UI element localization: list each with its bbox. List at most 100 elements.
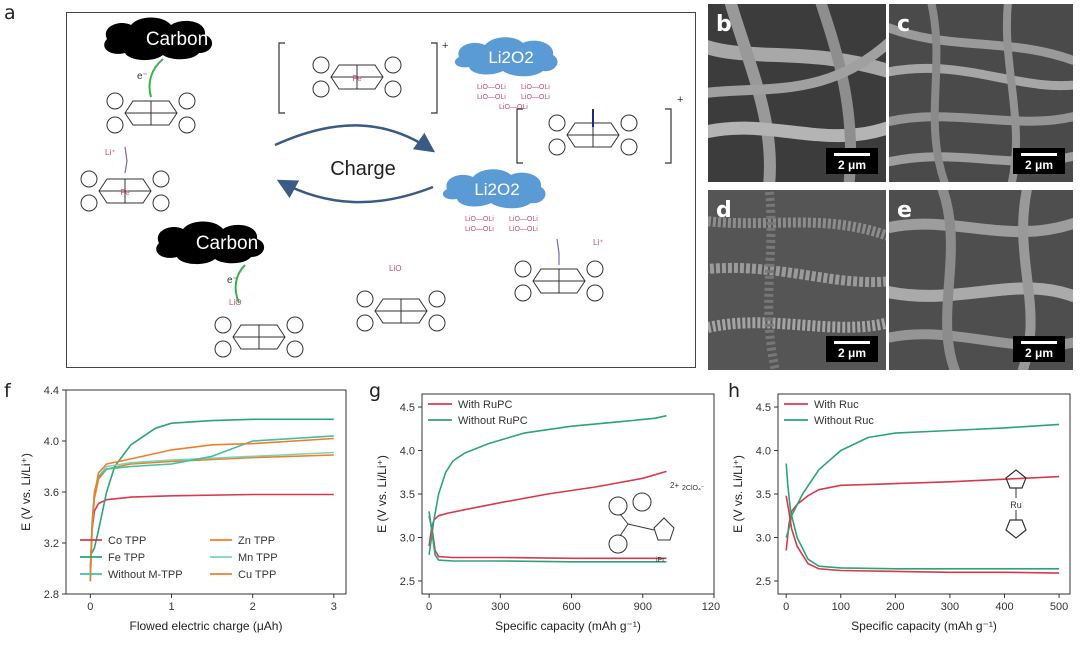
svg-text:LiO—OLi: LiO—OLi bbox=[477, 94, 506, 101]
svg-text:LiO—OLi: LiO—OLi bbox=[509, 216, 538, 223]
sem-image-e: e 2 μm bbox=[889, 190, 1073, 370]
x-tick-label-f: 2 bbox=[250, 601, 256, 613]
schematic-svg: Carbon e⁻ Fe + Li2O2 LiO—OLi LiO—OLi LiO… bbox=[80, 17, 683, 358]
plus-label-right: + bbox=[677, 94, 683, 106]
y-tick-label-h: 3.0 bbox=[756, 532, 771, 544]
y-tick-label-f: 3.6 bbox=[44, 487, 59, 499]
y-tick-label-h: 3.5 bbox=[756, 489, 771, 501]
chart-h: 0 100 200 300 400 500 2.5 3.0 3.5 4.0 4.5 Specific … bbox=[731, 393, 1071, 633]
legend-label-f: Mn TPP bbox=[238, 552, 278, 564]
sem-image-c: c 2 μm bbox=[889, 4, 1073, 182]
series-line-f-2 bbox=[89, 418, 334, 557]
substituent-label: iPr bbox=[656, 557, 665, 564]
y-tick-label-g: 4.5 bbox=[400, 402, 415, 414]
y-tick-label-g: 2.5 bbox=[400, 576, 415, 588]
y-tick-label-f: 3.2 bbox=[44, 538, 59, 550]
lio-label-bottom-left: LiO bbox=[229, 298, 241, 307]
legend-label-f: Without M-TPP bbox=[108, 569, 183, 581]
li-ion-label-left: Li⁺ bbox=[105, 148, 115, 157]
fe-label-left: Fe bbox=[120, 188, 130, 197]
li2o2-label-top: Li2O2 bbox=[488, 48, 533, 67]
panel-letter-a: a bbox=[4, 2, 16, 24]
phthalocyanine-right bbox=[514, 260, 604, 302]
sem-letter-c: c bbox=[897, 12, 911, 37]
svg-text:LiO—OLi: LiO—OLi bbox=[465, 216, 494, 223]
bracket-molecule-right: + bbox=[516, 94, 683, 164]
y-axis-label-h: E (V vs. Li/Li⁺) bbox=[731, 455, 745, 533]
carbon-label-top: Carbon bbox=[146, 29, 208, 50]
x-tick-label-f: 3 bbox=[331, 601, 337, 613]
carbon-cloud-top: Carbon bbox=[104, 17, 213, 61]
mechanism-schematic: Carbon e⁻ Fe + Li2O2 LiO—OLi LiO—OLi LiO… bbox=[66, 12, 696, 368]
lio-oli-stack-bottom: LiO—OLi LiO—OLi LiO—OLi LiO—OLi bbox=[465, 216, 538, 233]
scale-bar-e: 2 μm bbox=[1013, 336, 1065, 362]
y-axis-label-g: E (V vs. Li/Li⁺) bbox=[375, 455, 389, 533]
counterion-label: 2ClO₄⁻ bbox=[682, 485, 705, 492]
legend-label-f: Fe TPP bbox=[108, 552, 145, 564]
legend-label-g: Without RuPC bbox=[458, 415, 528, 427]
panel-letter-h: h bbox=[728, 380, 741, 402]
sem-image-d: d 2 μm bbox=[708, 190, 886, 370]
series-line-g-1 bbox=[428, 414, 667, 556]
scale-bar-b: 2 μm bbox=[826, 148, 878, 174]
series-line-f-5 bbox=[89, 437, 334, 582]
series-line-h-2 bbox=[785, 495, 1060, 574]
x-tick-label-g: 0 bbox=[426, 601, 432, 613]
lio-label-bottom-middle: LiO bbox=[389, 264, 401, 273]
sem-letter-b: b bbox=[716, 12, 732, 37]
x-tick-label-g: 1200 bbox=[702, 601, 720, 613]
panel-letter-f: f bbox=[4, 380, 11, 402]
series-line-h-0 bbox=[785, 475, 1060, 551]
y-tick-label-f: 2.8 bbox=[44, 589, 59, 601]
x-tick-label-f: 0 bbox=[87, 601, 93, 613]
x-axis-label-f: Flowed electric charge (μAh) bbox=[130, 619, 283, 633]
y-tick-label-g: 3.0 bbox=[400, 532, 415, 544]
legend-label-f: Zn TPP bbox=[238, 535, 275, 547]
x-tick-label-f: 1 bbox=[168, 601, 174, 613]
x-tick-label-h: 500 bbox=[1050, 601, 1068, 613]
li2o2-cloud-top: Li2O2 bbox=[454, 37, 558, 77]
o2-bond-left bbox=[124, 146, 128, 174]
svg-text:LiO—OLi: LiO—OLi bbox=[465, 226, 494, 233]
legend-label-h: With Ruc bbox=[814, 399, 859, 411]
phthalocyanine-bottom-left bbox=[214, 316, 304, 358]
ru-complex-structure: 2+ 2ClO₄⁻ iPr bbox=[608, 481, 705, 564]
electron-path-bottom bbox=[234, 264, 246, 304]
x-tick-label-h: 0 bbox=[783, 601, 789, 613]
scale-bar-c: 2 μm bbox=[1013, 148, 1065, 174]
sem-letter-e: e bbox=[897, 198, 912, 223]
electron-label-top: e⁻ bbox=[137, 71, 148, 82]
charge-arrow-reverse bbox=[276, 179, 434, 204]
y-tick-label-f: 4.4 bbox=[44, 385, 59, 397]
series-line-g-3 bbox=[428, 511, 667, 563]
fe-label-top: Fe bbox=[352, 74, 362, 83]
charge-label: Charge bbox=[330, 158, 396, 180]
legend-label-h: Without Ruc bbox=[814, 415, 874, 427]
bracket-molecule-top: Fe + bbox=[278, 40, 448, 114]
panel-letter-g: g bbox=[369, 380, 382, 402]
chart-f: 0 1 2 3 2.8 3.2 3.6 4.0 4.4 Flowed electric charg… bbox=[19, 385, 347, 633]
carbon-label-bottom: Carbon bbox=[196, 233, 258, 254]
ru-label: Ru bbox=[1010, 500, 1022, 510]
svg-text:LiO—OLi: LiO—OLi bbox=[477, 84, 506, 91]
sem-letter-d: d bbox=[716, 198, 732, 223]
y-tick-label-h: 4.5 bbox=[756, 402, 771, 414]
sem-image-b: b 2 μm bbox=[708, 4, 886, 182]
o2-bond-right bbox=[556, 238, 560, 265]
x-tick-label-g: 300 bbox=[491, 601, 509, 613]
x-tick-label-h: 400 bbox=[995, 601, 1013, 613]
li2o2-label-bottom: Li2O2 bbox=[474, 180, 519, 199]
li2o2-cloud-bottom: Li2O2 bbox=[442, 169, 546, 209]
phthalocyanine-bottom-middle bbox=[356, 290, 446, 332]
svg-text:LiO—OLi: LiO—OLi bbox=[499, 104, 528, 111]
svg-text:LiO—OLi: LiO—OLi bbox=[521, 84, 550, 91]
svg-text:LiO—OLi: LiO—OLi bbox=[509, 226, 538, 233]
y-axis-label-f: E (V vs. Li/Li⁺) bbox=[19, 453, 33, 531]
li-ion-label-right: Li⁺ bbox=[593, 238, 603, 247]
electron-label-bottom: e⁻ bbox=[227, 275, 238, 286]
x-tick-label-h: 100 bbox=[832, 601, 850, 613]
y-tick-label-g: 3.5 bbox=[400, 489, 415, 501]
carbon-cloud-bottom: Carbon bbox=[156, 221, 265, 265]
x-tick-label-h: 300 bbox=[941, 601, 959, 613]
electron-path-top bbox=[148, 58, 164, 98]
